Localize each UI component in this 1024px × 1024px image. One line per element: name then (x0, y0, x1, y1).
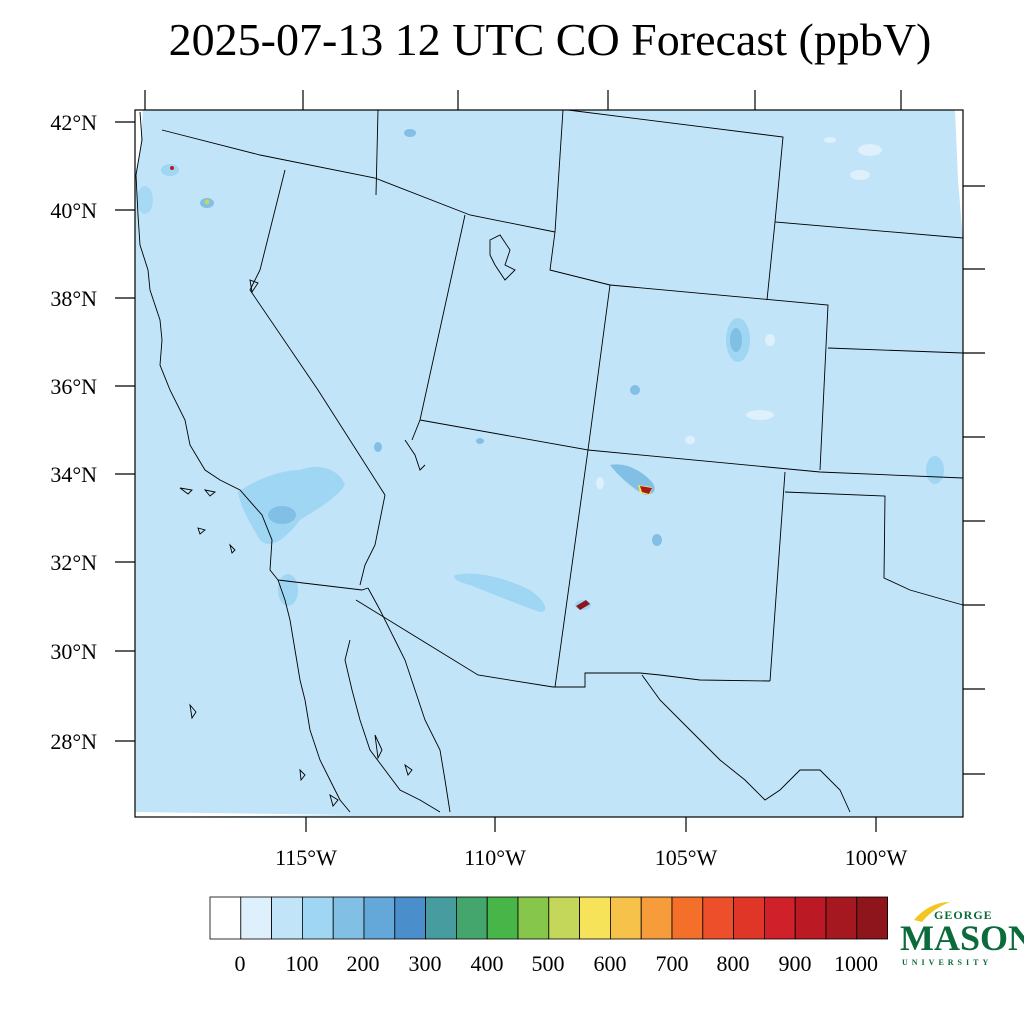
co-border (549, 269, 829, 471)
nm-tx-border (769, 471, 786, 682)
logo-mason: MASON (900, 918, 1024, 958)
colorbar-box (271, 896, 303, 940)
rio-grande-border (641, 674, 851, 813)
right-ticks (963, 185, 985, 775)
colorbar-box (486, 896, 519, 940)
map-panel: 42°N 40°N 38°N 36°N 34°N 32°N 30°N 28°N … (50, 90, 985, 870)
colorbar-box (733, 896, 765, 940)
state-border-n1 (161, 129, 556, 233)
colorbar-labels: 0 100 200 300 400 500 600 700 800 900 10… (235, 951, 879, 976)
us-mexico-border-west (277, 579, 369, 591)
lat-label: 34°N (50, 462, 97, 487)
colorbar-box (240, 896, 273, 940)
wy-ne-border (766, 221, 776, 301)
lat-label: 42°N (50, 110, 97, 135)
colorbar-box (332, 896, 365, 940)
colorbar-box (764, 896, 796, 940)
az-nm-border (554, 449, 589, 688)
state-border-id-wy (554, 109, 564, 233)
colorbar-boxes (209, 896, 888, 940)
lat-label: 38°N (50, 286, 97, 311)
colorbar-box (425, 896, 457, 940)
colorbar-box (301, 896, 334, 940)
colorado-river (359, 494, 386, 586)
colorbar-box (610, 896, 642, 940)
colorbar-tick-label: 1000 (834, 951, 878, 976)
lake-tahoe (249, 279, 259, 294)
lon-label: 115°W (275, 845, 337, 870)
us-mexico-border (355, 599, 771, 688)
longitude-labels: 115°W 110°W 105°W 100°W (275, 845, 907, 870)
top-ticks (144, 90, 902, 110)
or-id-border (375, 109, 379, 196)
co-plumes (137, 129, 944, 612)
logo-george: GEORGE (934, 908, 993, 922)
great-salt-lake (489, 234, 516, 281)
colorbar-box (455, 896, 488, 940)
lon-label: 105°W (655, 845, 718, 870)
colorbar-box (671, 896, 704, 940)
tx-ok-border (784, 491, 964, 606)
lake-mead (404, 439, 426, 471)
ca-nv-border (249, 169, 386, 496)
lon-label: 110°W (464, 845, 526, 870)
latitude-labels: 42°N 40°N 38°N 36°N 34°N 32°N 30°N 28°N (50, 110, 97, 754)
lat-label: 32°N (50, 550, 97, 575)
sonora-coast (367, 587, 451, 813)
bottom-ticks (305, 817, 877, 832)
logo-university: UNIVERSITY (902, 958, 993, 967)
map-title: 2025-07-13 12 UTC CO Forecast (ppbV) (168, 14, 932, 65)
baja-pacific-coast (277, 579, 351, 813)
colorbar-tick-label: 400 (471, 951, 504, 976)
lat-label: 40°N (50, 198, 97, 223)
colorbar: 0 100 200 300 400 500 600 700 800 900 10… (209, 896, 888, 976)
lon-label: 100°W (845, 845, 908, 870)
george-mason-logo: GEORGE MASON UNIVERSITY (898, 900, 1024, 970)
coastlines-and-borders (135, 109, 964, 813)
ks-ok-border (827, 347, 964, 354)
colorbar-tick-label: 800 (717, 951, 750, 976)
colorbar-tick-label: 0 (235, 951, 246, 976)
wy-sd-border (567, 109, 964, 239)
colorbar-tick-label: 700 (656, 951, 689, 976)
gulf-of-california-west (344, 639, 441, 813)
colorbar-box (517, 896, 550, 940)
nm-ok-border (587, 449, 964, 479)
colorbar-tick-label: 300 (409, 951, 442, 976)
colorbar-box (640, 896, 673, 940)
colorbar-tick-label: 500 (532, 951, 565, 976)
colorbar-tick-label: 200 (347, 951, 380, 976)
colorbar-box (548, 896, 580, 940)
pacific-coastline (135, 111, 279, 581)
lat-label: 36°N (50, 374, 97, 399)
colorbar-box (856, 896, 888, 940)
colorbar-box (394, 896, 426, 940)
colorbar-tick-label: 900 (779, 951, 812, 976)
colorbar-box (579, 896, 611, 940)
map-frame (134, 109, 964, 818)
colorbar-tick-label: 100 (286, 951, 319, 976)
colorbar-box (794, 896, 827, 940)
colorbar-tick-label: 600 (594, 951, 627, 976)
colorbar-box (209, 896, 242, 940)
lat-label: 28°N (50, 729, 97, 754)
co-concentration-field (135, 110, 963, 817)
edge-gap (955, 110, 963, 240)
colorbar-box (825, 896, 858, 940)
left-ticks (115, 121, 135, 742)
colorbar-box (363, 896, 396, 940)
edge-gap (135, 812, 350, 817)
colorbar-box (702, 896, 734, 940)
lat-label: 30°N (50, 639, 97, 664)
swoosh-icon (914, 902, 950, 922)
